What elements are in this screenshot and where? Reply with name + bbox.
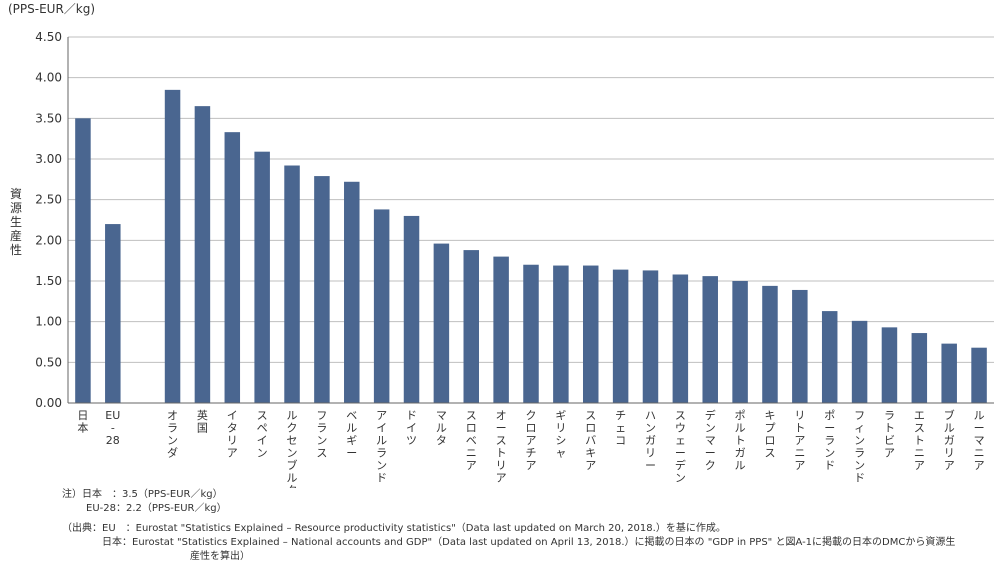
y-tick-label: 2.00 — [35, 233, 62, 247]
note-row-japan: 注） 日本 ： 3.5（PPS-EUR／kg） — [62, 488, 955, 502]
bar — [164, 89, 181, 403]
source-row-eu: （出典： EU ： Eurostat "Statistics Explained… — [62, 522, 955, 536]
source-row-japan-cont: 産性を算出） — [62, 550, 955, 564]
category-label: スロベニア — [466, 409, 477, 472]
category-label: エストニア — [914, 409, 925, 472]
y-tick-label: 2.50 — [35, 193, 62, 207]
grid-lines — [68, 36, 994, 363]
bar — [493, 256, 509, 403]
y-tick-label: 3.00 — [35, 152, 62, 166]
y-tick-label: 1.50 — [35, 274, 62, 288]
category-label: スロバキア — [585, 409, 596, 472]
source-text-japan-cont: 産性を算出） — [190, 551, 250, 562]
bar — [224, 132, 241, 403]
notes-section: 注） 日本 ： 3.5（PPS-EUR／kg） EU-28： 2.2（PPS-E… — [62, 488, 955, 564]
source-row-japan: 日本： Eurostat "Statistics Explained – Nat… — [62, 536, 955, 550]
category-label: ポルトガル — [735, 409, 746, 472]
category-label: スウェーデン — [675, 409, 686, 485]
bar — [523, 264, 539, 403]
bar — [403, 215, 420, 403]
category-label: ポーランド — [824, 409, 835, 472]
category-label: アイルランド — [376, 409, 387, 485]
bars — [75, 89, 987, 403]
category-label: リトアニア — [794, 409, 805, 472]
category-label: オランダ — [167, 409, 178, 460]
category-label: スペイン — [257, 409, 268, 460]
category-label: ギリシャ — [555, 409, 566, 460]
bar — [433, 243, 450, 403]
y-axis-title-text: 資源生産性 — [10, 187, 22, 257]
category-label: 英国 — [197, 408, 208, 435]
bar — [314, 176, 330, 403]
bar — [732, 281, 748, 403]
y-tick-label: 4.50 — [35, 30, 62, 44]
bar — [284, 165, 300, 403]
bar — [553, 265, 569, 403]
category-label: フィンランド — [854, 409, 865, 485]
category-label: ラトビア — [884, 409, 895, 460]
bar — [105, 224, 121, 403]
category-label: ブルガリア — [944, 408, 955, 472]
category-label: フランス — [316, 409, 327, 460]
y-tick-label: 0.50 — [35, 355, 62, 369]
bar — [344, 181, 360, 403]
bar — [582, 265, 599, 403]
bar — [702, 276, 718, 403]
bar — [792, 289, 808, 403]
note-value-japan: 3.5（PPS-EUR／kg） — [122, 489, 223, 500]
y-tick-label: 0.00 — [35, 396, 62, 410]
note-value-eu28: 2.2（PPS-EUR／kg） — [125, 503, 227, 514]
source-text-eu: Eurostat "Statistics Explained – Resourc… — [135, 523, 726, 534]
source-label-japan: 日本： — [102, 537, 132, 548]
bar — [851, 320, 868, 403]
y-axis-ticks: 0.00 0.50 1.00 1.50 2.00 2.50 3.00 3.50 4.00 4.50 — [35, 30, 62, 410]
source-text-japan: Eurostat "Statistics Explained – Nationa… — [132, 537, 956, 548]
category-label: ベルギー — [346, 409, 357, 460]
bar — [821, 311, 838, 403]
bar — [612, 269, 629, 403]
bar — [941, 343, 957, 403]
category-label: ルクセンブルク — [287, 409, 298, 488]
bar — [672, 274, 689, 403]
bar — [881, 327, 898, 403]
category-label: マルタ — [436, 409, 447, 447]
x-axis-categories: 日本 EU-28 オランダ 英国 イタリア スペイン ルクセンブルク フランス ベルギー アイルラ… — [77, 408, 984, 488]
source-prefix: （出典： — [62, 523, 102, 534]
bar — [75, 118, 91, 403]
bar — [971, 347, 987, 403]
category-label: オーストリア — [496, 409, 507, 485]
category-label: チェコ — [615, 409, 626, 447]
bar — [254, 151, 270, 403]
bar — [911, 333, 928, 403]
note-label-eu28: EU-28： — [86, 503, 126, 514]
unit-label: (PPS-EUR／kg) — [8, 2, 95, 16]
category-label: EU -28 — [105, 409, 120, 447]
y-axis-title: 資源生産性 — [10, 187, 22, 257]
bar — [373, 209, 390, 403]
category-label: 日本 — [77, 409, 88, 435]
category-label: デンマーク — [705, 408, 716, 472]
note-label-japan: 日本 ： — [82, 489, 122, 500]
bar — [762, 285, 778, 403]
category-label: クロアチア — [526, 409, 537, 472]
y-tick-label: 3.50 — [35, 111, 62, 125]
note-prefix: 注） — [62, 489, 82, 500]
category-label: キプロス — [764, 409, 775, 460]
category-label: イタリア — [227, 409, 238, 460]
category-label: ドイツ — [406, 409, 417, 447]
category-label: ルーマニア — [974, 409, 985, 472]
bar — [642, 270, 659, 403]
y-tick-label: 4.00 — [35, 71, 62, 85]
category-label: ハンガリー — [645, 409, 656, 472]
bar-chart: (PPS-EUR／kg) 資源生産性 0.00 0.50 1.00 1.50 2.00 2… — [8, 2, 994, 488]
bar — [194, 106, 211, 403]
bar — [463, 250, 480, 403]
source-label-eu: EU ： — [102, 523, 136, 534]
y-tick-label: 1.00 — [35, 315, 62, 329]
note-row-eu28: EU-28： 2.2（PPS-EUR／kg） — [62, 502, 955, 516]
